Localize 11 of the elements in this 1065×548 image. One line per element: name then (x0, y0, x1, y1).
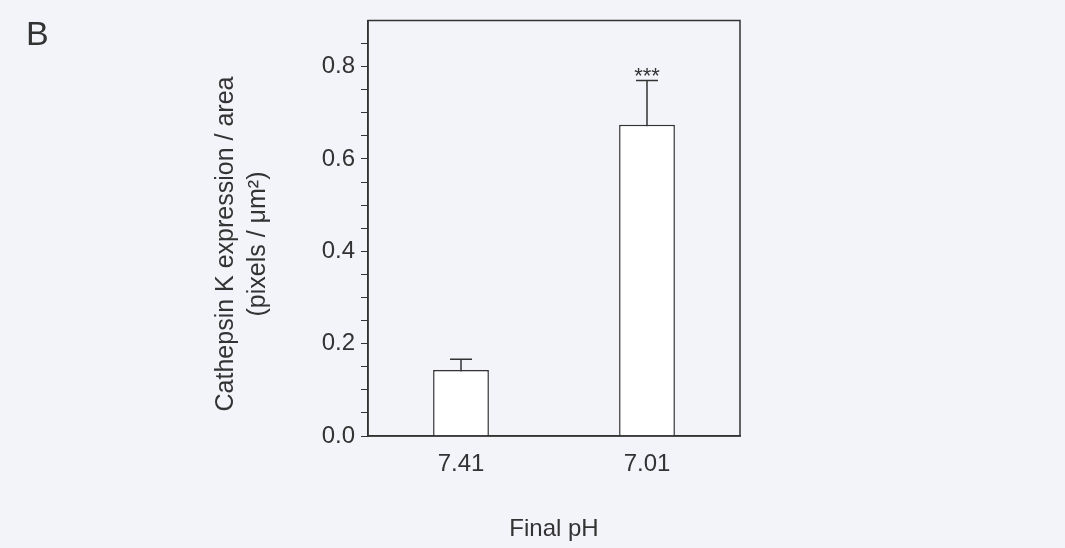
y-tick-label: 0.4 (321, 235, 355, 263)
y-axis-title: Cathepsin K expression / area (pixels / μm²) (209, 75, 271, 414)
x-tick-label: 7.41 (437, 449, 485, 477)
y-tick-label: 0.8 (321, 51, 355, 79)
x-axis-title: Final pH (509, 514, 599, 542)
y-tick-label: 0.2 (321, 328, 355, 356)
text: B (26, 14, 49, 53)
annotation: *** (634, 63, 661, 89)
x-tick-label: 7.01 (623, 449, 671, 477)
y-tick-label: 0.0 (321, 420, 355, 448)
y-tick-label: 0.6 (321, 143, 355, 171)
